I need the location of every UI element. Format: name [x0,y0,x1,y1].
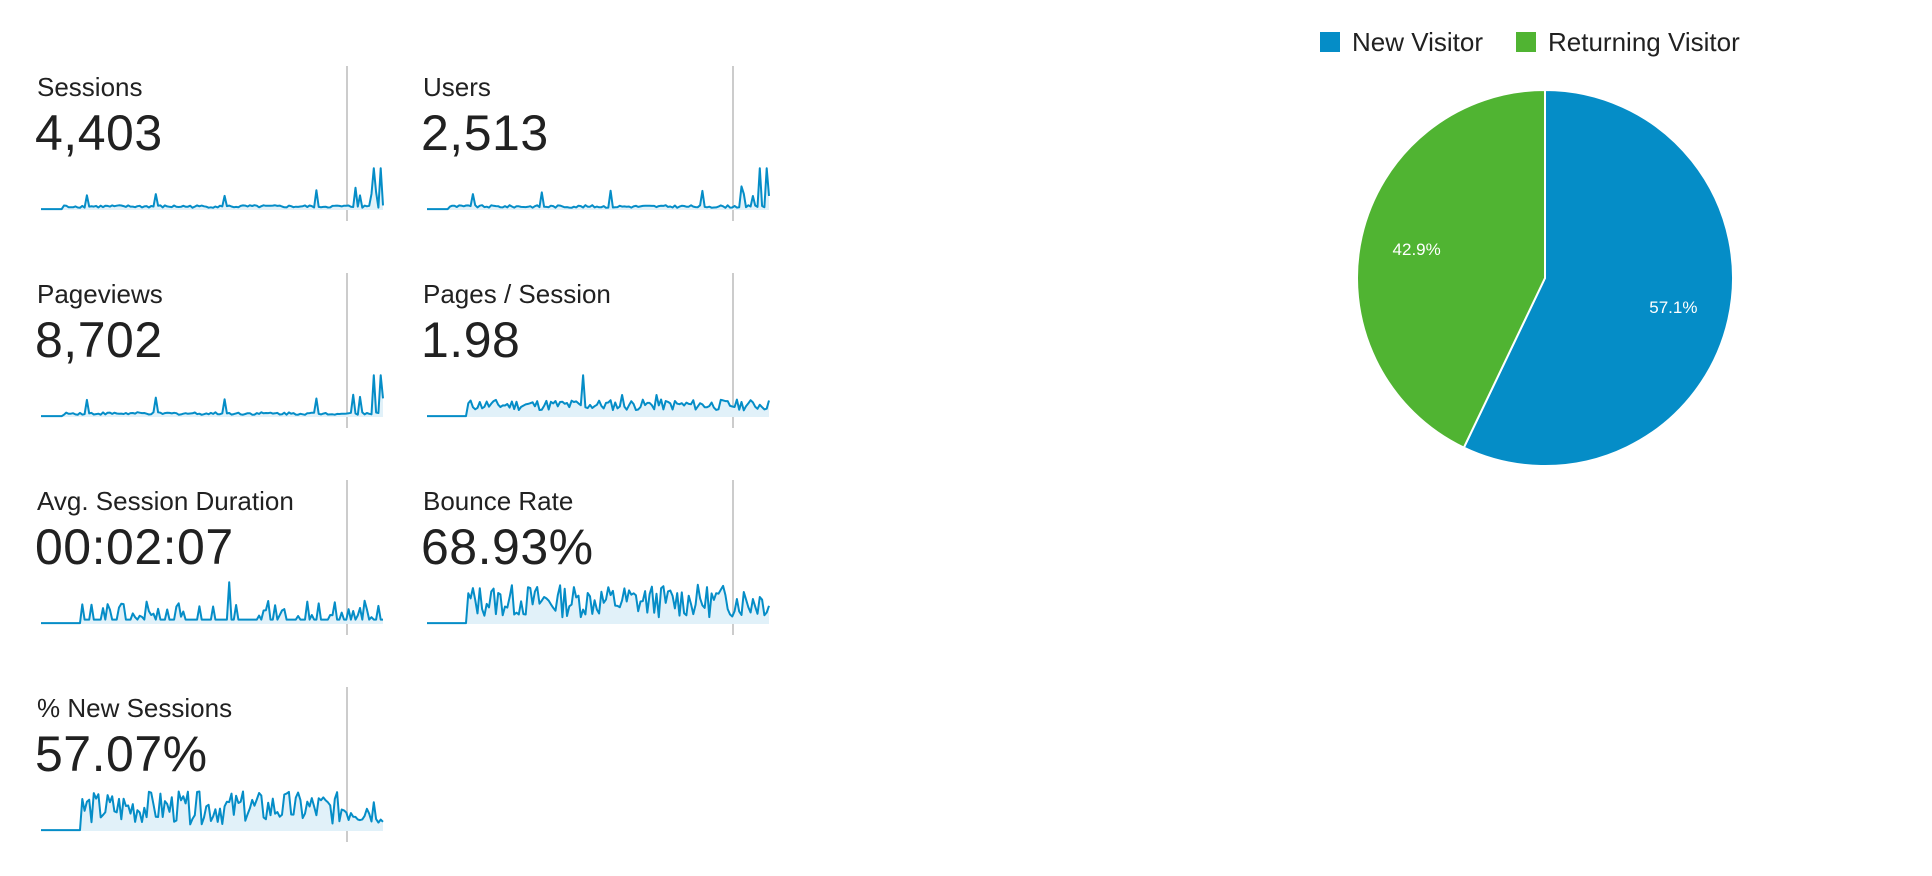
pie-slice-label: 57.1% [1649,298,1697,317]
sparkline-line [41,581,383,625]
sparkline [427,374,770,418]
metric-label: Sessions [37,72,143,102]
sparkline [41,167,384,211]
metric-label: Pageviews [37,279,163,309]
metric-label: Bounce Rate [423,486,574,516]
legend-label: New Visitor [1352,26,1484,57]
legend-swatch [1516,32,1536,52]
sparkline-area [41,791,383,831]
pie-slice-returning-visitor[interactable] [1356,88,1546,449]
sparkline-area [41,168,383,210]
pie-chart: 57.1% 42.9% [1356,88,1734,467]
sparkline-line [427,374,770,418]
metric-label: Avg. Session Duration [37,486,294,516]
sparkline-area [41,375,383,417]
sparkline [41,374,384,418]
metric-card-new-sessions[interactable]: % New Sessions 57.07% [0,687,384,842]
sparkline-area [427,375,769,417]
metric-value: 68.93% [421,519,594,575]
legend-label: Returning Visitor [1548,26,1740,57]
sparkline-line [41,790,384,832]
sparkline [427,167,770,211]
sparkline [427,583,770,625]
legend-swatch [1320,32,1340,52]
sparkline-line [41,167,384,211]
pie-slice-label: 42.9% [1393,240,1441,259]
sparkline-line [427,167,770,211]
sparkline [41,581,383,625]
sparkline-area [427,168,769,210]
metric-value: 00:02:07 [35,519,234,575]
metric-value: 57.07% [35,726,208,782]
sparkline [41,790,384,832]
metric-label: Pages / Session [423,279,611,309]
metric-card-sessions[interactable]: Sessions 4,403 [0,66,384,221]
metric-card-users[interactable]: Users 2,513 [386,66,770,221]
metric-card-bounce-rate[interactable]: Bounce Rate 68.93% [386,480,770,635]
legend-item-returning-visitor[interactable]: Returning Visitor [1516,27,1740,57]
metric-card-avg-session-duration[interactable]: Avg. Session Duration 00:02:07 [0,480,383,635]
sparkline-line [41,374,384,418]
metric-value: 1.98 [421,312,521,368]
metric-card-pageviews[interactable]: Pageviews 8,702 [0,273,384,428]
pie-slice-new-visitor[interactable] [1462,88,1734,467]
metric-label: Users [423,72,491,102]
metric-value: 8,702 [35,312,163,368]
metric-card-pages-per-session[interactable]: Pages / Session 1.98 [386,273,770,428]
legend-item-new-visitor[interactable]: New Visitor [1320,27,1483,57]
metric-value: 2,513 [421,105,549,161]
sparkline-line [427,583,770,625]
metric-value: 4,403 [35,105,163,161]
metric-label: % New Sessions [37,693,233,723]
